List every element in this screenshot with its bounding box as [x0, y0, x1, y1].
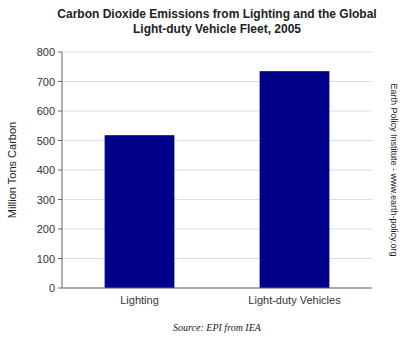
- y-tick: [58, 199, 62, 200]
- y-axis-label: Million Tons Carbon: [6, 122, 18, 218]
- title-line: Light-duty Vehicle Fleet, 2005: [133, 22, 301, 36]
- bars: [105, 71, 330, 288]
- chart-container: Carbon Dioxide Emissions from Lighting a…: [0, 0, 405, 343]
- y-tick: [58, 111, 62, 112]
- x-axis-line: [62, 288, 372, 289]
- y-tick-label: 800: [37, 46, 55, 58]
- y-tick-label: 0: [49, 282, 55, 294]
- y-tick-label: 200: [37, 223, 55, 235]
- background: [0, 0, 405, 343]
- chart-svg: Carbon Dioxide Emissions from Lighting a…: [0, 0, 405, 343]
- title-line: Carbon Dioxide Emissions from Lighting a…: [57, 7, 376, 21]
- y-tick: [58, 258, 62, 259]
- grid-line: [62, 52, 372, 53]
- bar: [260, 71, 330, 288]
- watermark: Earth Policy Institute - www.earth-polic…: [389, 84, 399, 257]
- title: Carbon Dioxide Emissions from Lighting a…: [57, 7, 376, 36]
- grid-line: [62, 288, 372, 289]
- x-tick-label: Lighting: [120, 294, 159, 306]
- bar: [105, 135, 175, 288]
- y-tick-label: 400: [37, 164, 55, 176]
- y-tick: [58, 170, 62, 171]
- grid: [62, 52, 372, 288]
- y-tick: [58, 81, 62, 82]
- y-axis-line: [62, 52, 63, 288]
- y-tick: [58, 140, 62, 141]
- y-tick-label: 600: [37, 105, 55, 117]
- y-tick-label: 700: [37, 76, 55, 88]
- y-tick: [58, 52, 62, 53]
- y-tick: [58, 229, 62, 230]
- source-note: Source: EPI from IEA: [173, 322, 262, 333]
- y-tick: [58, 288, 62, 289]
- x-tick-label: Light-duty Vehicles: [248, 294, 341, 306]
- y-tick-label: 500: [37, 135, 55, 147]
- y-tick-label: 100: [37, 253, 55, 265]
- y-tick-label: 300: [37, 194, 55, 206]
